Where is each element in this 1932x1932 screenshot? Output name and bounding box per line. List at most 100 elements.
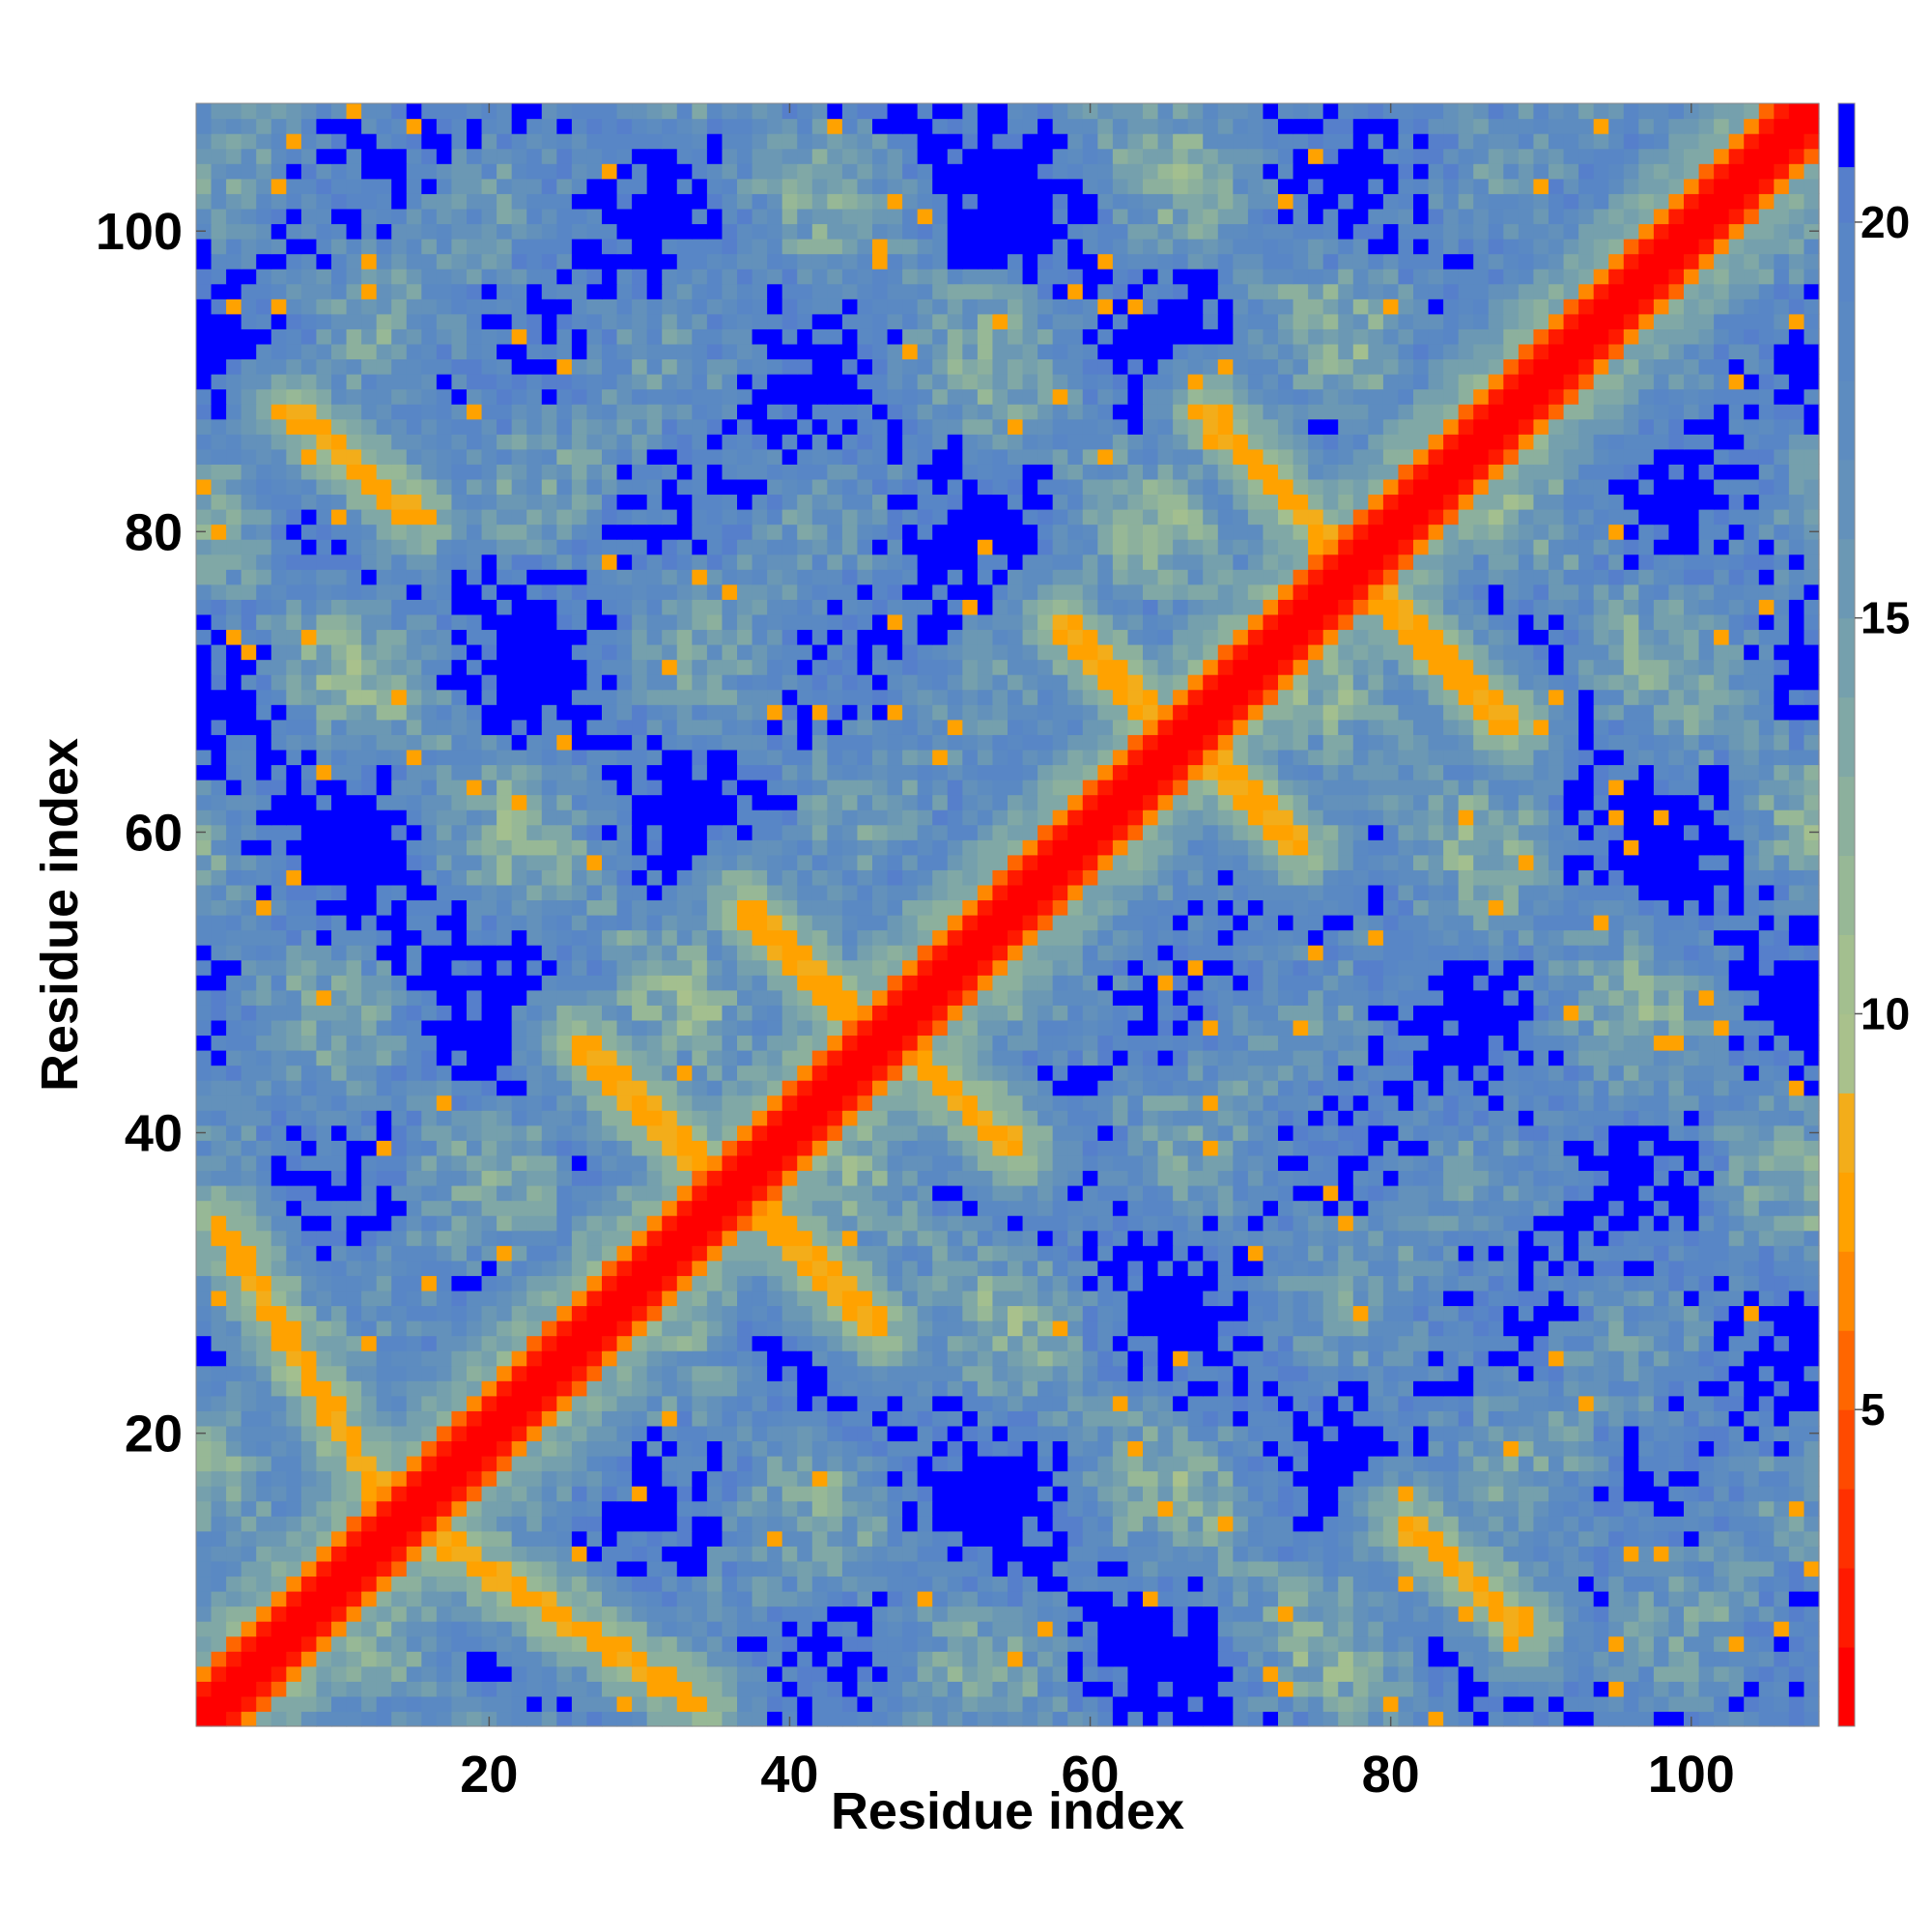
heatmap-cell: [361, 1591, 378, 1607]
heatmap-cell: [1203, 1290, 1219, 1307]
heatmap-cell: [541, 1350, 557, 1367]
heatmap-cell: [361, 1440, 378, 1457]
heatmap-cell: [1758, 1546, 1775, 1562]
heatmap-cell: [887, 1335, 903, 1351]
heatmap-cell: [767, 1050, 783, 1066]
heatmap-cell: [947, 1635, 963, 1652]
heatmap-cell: [811, 1591, 828, 1607]
heatmap-cell: [1233, 1651, 1249, 1667]
heatmap-cell: [737, 1170, 753, 1186]
heatmap-cell: [1533, 1651, 1549, 1667]
heatmap-cell: [602, 1546, 618, 1562]
heatmap-cell: [1247, 1635, 1264, 1652]
heatmap-cell: [1563, 1154, 1579, 1172]
heatmap-cell: [270, 1605, 287, 1622]
heatmap-cell: [827, 1516, 843, 1532]
heatmap-cell: [1608, 1440, 1625, 1457]
heatmap-cell: [887, 1695, 903, 1713]
heatmap-cell: [1548, 1200, 1565, 1216]
heatmap-cell: [406, 1335, 422, 1351]
heatmap-cell: [226, 1110, 242, 1126]
heatmap-cell: [1714, 1260, 1730, 1276]
heatmap-cell: [286, 1605, 302, 1622]
heatmap-cell: [481, 1050, 497, 1066]
heatmap-cell: [1308, 1395, 1324, 1411]
heatmap-cell: [1247, 1275, 1264, 1292]
heatmap-cell: [241, 1440, 257, 1457]
heatmap-cell: [1744, 1365, 1760, 1381]
heatmap-cell: [256, 1456, 272, 1472]
heatmap-cell: [1413, 1350, 1430, 1367]
heatmap-cell: [1338, 1440, 1354, 1457]
heatmap-cell: [1097, 1094, 1114, 1111]
heatmap-cell: [797, 1546, 813, 1562]
heatmap-cell: [1368, 1050, 1384, 1066]
heatmap-cell: [767, 1456, 783, 1472]
heatmap-cell: [1052, 1576, 1068, 1592]
heatmap-cell: [917, 1321, 933, 1337]
heatmap-cell: [526, 1230, 543, 1246]
heatmap-cell: [1338, 1335, 1354, 1351]
heatmap-cell: [962, 1321, 979, 1337]
heatmap-cell: [1037, 1275, 1054, 1292]
heatmap-cell: [1263, 1410, 1279, 1427]
heatmap-cell: [1653, 1651, 1670, 1667]
heatmap-cell: [1804, 1305, 1820, 1321]
heatmap-cell: [1728, 1094, 1745, 1111]
heatmap-cell: [1052, 1245, 1068, 1262]
heatmap-cell: [1278, 1380, 1294, 1397]
heatmap-cell: [436, 1050, 453, 1066]
heatmap-cell: [1638, 1695, 1655, 1713]
heatmap-cell: [947, 1245, 963, 1262]
heatmap-cell: [1112, 1695, 1129, 1713]
heatmap-cell: [451, 1050, 468, 1066]
heatmap-cell: [811, 1200, 828, 1216]
heatmap-cell: [752, 1124, 768, 1141]
heatmap-cell: [406, 1380, 422, 1397]
heatmap-cell: [1428, 1094, 1444, 1111]
heatmap-cell: [1698, 1395, 1715, 1411]
heatmap-cell: [676, 1080, 693, 1096]
heatmap-cell: [992, 1230, 1009, 1246]
heatmap-cell: [1112, 1486, 1129, 1502]
heatmap-cell: [421, 1154, 438, 1172]
heatmap-cell: [1308, 1050, 1324, 1066]
heatmap-cell: [752, 1260, 768, 1276]
heatmap-cell: [797, 1695, 813, 1713]
heatmap-cell: [1714, 1080, 1730, 1096]
heatmap-cell: [1518, 1050, 1535, 1066]
heatmap-cell: [841, 1124, 859, 1141]
heatmap-cell: [992, 1110, 1009, 1126]
heatmap-cell: [1623, 1035, 1639, 1051]
heatmap-cell: [1097, 1470, 1114, 1487]
heatmap-cell: [376, 1035, 392, 1051]
heatmap-cell: [497, 1546, 513, 1562]
heatmap-cell: [346, 1230, 362, 1246]
heatmap-cell: [556, 1321, 573, 1337]
heatmap-cell: [270, 1621, 287, 1637]
heatmap-cell: [781, 1350, 798, 1367]
heatmap-cell: [1187, 1275, 1204, 1292]
heatmap-cell: [1052, 1080, 1068, 1096]
heatmap-cell: [586, 1576, 603, 1592]
heatmap-cell: [1758, 1500, 1775, 1517]
heatmap-cell: [376, 1711, 392, 1727]
heatmap-cell: [316, 1200, 332, 1216]
heatmap-cell: [1774, 1170, 1790, 1186]
heatmap-cell: [1187, 1605, 1204, 1622]
heatmap-cell: [737, 1335, 753, 1351]
heatmap-cell: [1143, 1621, 1159, 1637]
heatmap-cell: [902, 1321, 919, 1337]
heatmap-cell: [226, 1035, 242, 1051]
heatmap-cell: [616, 1215, 633, 1232]
heatmap-cell: [1233, 1080, 1249, 1096]
heatmap-cell: [270, 1681, 287, 1697]
heatmap-cell: [1097, 1260, 1114, 1276]
heatmap-cell: [1413, 1110, 1430, 1126]
heatmap-cell: [346, 1245, 362, 1262]
heatmap-cell: [256, 1665, 272, 1682]
heatmap-cell: [676, 1170, 693, 1186]
heatmap-cell: [811, 1350, 828, 1367]
heatmap-cell: [992, 1260, 1009, 1276]
heatmap-cell: [1638, 1635, 1655, 1652]
